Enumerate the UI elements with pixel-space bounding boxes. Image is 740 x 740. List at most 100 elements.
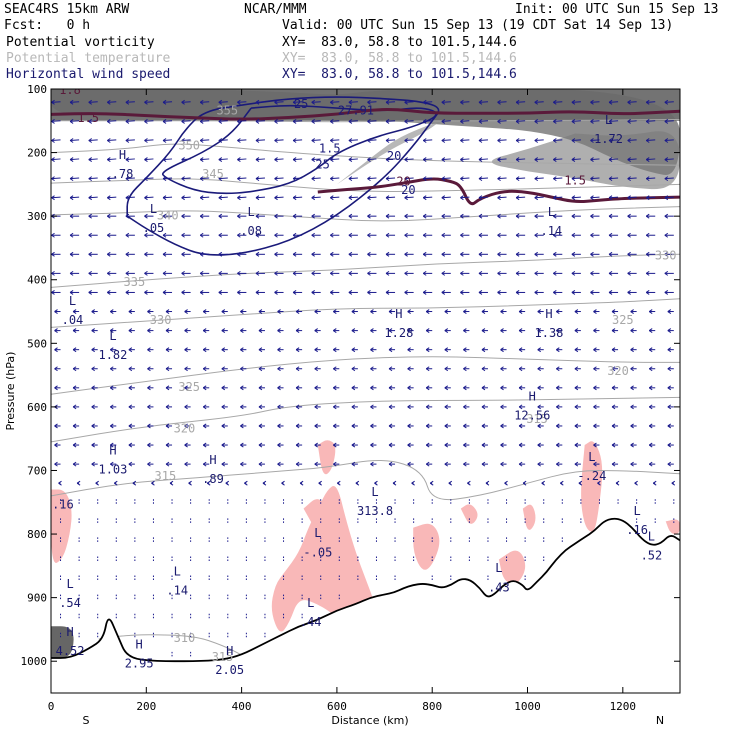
wind-vector-head-662 <box>333 461 337 467</box>
wind-vector-14 <box>311 101 321 103</box>
wind-vector-head-145 <box>199 176 204 182</box>
wind-vector-head-144 <box>181 176 185 182</box>
wind-vector-head-455 <box>277 347 281 353</box>
wind-vector-193 <box>478 196 488 199</box>
wind-vector-head-559 <box>314 404 318 410</box>
north-label: N <box>656 714 664 727</box>
wind-vector-head-639 <box>537 442 541 448</box>
wind-vector-head-627 <box>314 442 318 448</box>
wind-vector-201 <box>627 196 637 199</box>
wind-vector-head-381 <box>165 309 170 314</box>
wind-vector-97 <box>590 139 600 141</box>
wind-vector-head-167 <box>608 176 613 182</box>
wind-vector-head-460 <box>370 347 374 353</box>
wind-vector-head-536 <box>518 385 523 391</box>
wind-vector-head-210 <box>144 213 148 219</box>
wind-vector-head-479 <box>91 366 95 372</box>
wind-vector-head-43 <box>199 119 204 124</box>
wind-vector-31 <box>627 101 637 103</box>
wind-vector-head-21 <box>422 99 427 105</box>
x-tick-label-3: 600 <box>327 700 347 713</box>
wind-vector-head-338 <box>627 270 631 276</box>
wind-vector-head-525 <box>314 385 318 391</box>
wind-vector-head-337 <box>608 270 613 276</box>
wind-vector-166 <box>609 177 619 180</box>
wind-vector-186 <box>348 196 358 199</box>
wind-vector-head-597 <box>388 423 393 429</box>
wind-vector-head-663 <box>351 461 356 467</box>
wind-vector-head-470 <box>556 347 560 353</box>
wind-vector-head-462 <box>407 347 411 353</box>
wind-vector-head-471 <box>574 347 579 353</box>
wind-vector-195 <box>516 196 526 199</box>
wind-vector-110 <box>200 158 210 161</box>
wind-vector-head-253 <box>311 232 315 238</box>
wind-vector-head-310 <box>107 270 111 276</box>
wind-vector-head-451 <box>202 347 207 353</box>
wind-vector-head-700 <box>411 480 415 486</box>
wind-vector-head-677 <box>611 461 616 467</box>
wind-vector-44 <box>237 120 247 122</box>
wind-vector-161 <box>516 177 526 180</box>
wind-vector-head-643 <box>611 442 616 448</box>
wind-vector-head-86 <box>367 138 371 143</box>
wind-vector-head-124 <box>441 157 446 162</box>
wind-vector-head-126 <box>478 157 483 162</box>
wind-vector-head-107 <box>125 157 130 162</box>
wind-vector-head-367 <box>534 290 538 295</box>
wind-vector-66 <box>646 120 656 122</box>
wind-vector-head-184 <box>292 195 297 201</box>
wind-vector-24 <box>497 101 507 103</box>
wind-vector-head-647 <box>54 461 58 467</box>
wind-vector-head-503 <box>537 366 541 372</box>
wind-vector-head-459 <box>351 347 356 353</box>
wind-vector-head-36 <box>69 119 74 124</box>
wind-vector-head-65 <box>608 119 613 124</box>
wind-vector-183 <box>293 196 303 199</box>
wind-vector-head-217 <box>274 213 278 219</box>
wind-vector-head-372 <box>627 290 631 295</box>
wind-vector-head-697 <box>355 480 360 486</box>
y-axis-title: Pressure (hPa) <box>4 352 17 431</box>
wind-vector-head-477 <box>54 366 58 372</box>
wind-vector-head-272 <box>664 232 669 238</box>
wind-vector-head-498 <box>444 366 449 372</box>
wind-vector-head-251 <box>274 232 278 238</box>
wind-vector-head-427 <box>388 328 393 334</box>
wind-vector-177 <box>181 196 191 199</box>
wind-vector-head-347 <box>162 290 167 295</box>
wind-vector-head-327 <box>422 270 427 276</box>
x-axis-title: Distance (km) <box>331 714 408 727</box>
wind-vector-head-582 <box>110 423 114 429</box>
wind-vector-head-678 <box>630 461 634 467</box>
wind-vector-head-137 <box>51 176 55 182</box>
wind-vector-head-396 <box>444 309 449 314</box>
wind-vector-head-170 <box>664 176 669 182</box>
extremum-letter-10: H <box>109 444 116 458</box>
wind-vector-5 <box>144 101 154 103</box>
extremum-letter-23: H <box>136 637 143 651</box>
wind-vector-head-64 <box>590 119 594 124</box>
wind-vector-head-104 <box>69 157 74 162</box>
wind-vector-55 <box>441 120 451 122</box>
wind-vector-head-291 <box>385 251 390 257</box>
wind-vector-37 <box>107 120 117 122</box>
wind-vector-head-90 <box>441 138 446 143</box>
wind-vector-head-41 <box>162 119 167 124</box>
extremum-value-10: 1.03 <box>98 463 127 477</box>
wind-vector-150 <box>311 177 321 180</box>
wind-vector-head-671 <box>500 461 504 467</box>
wind-vector-51 <box>367 120 377 122</box>
wind-vector-head-241 <box>88 232 92 238</box>
wind-vector-head-246 <box>181 232 185 238</box>
wind-vector-head-216 <box>255 213 260 219</box>
wind-vector-103 <box>70 158 80 161</box>
theta-label-7: 325 <box>612 313 634 327</box>
wind-vector-165 <box>590 177 600 180</box>
wind-vector-head-474 <box>630 347 634 353</box>
wind-vector-head-313 <box>162 270 167 276</box>
wind-vector-head-577 <box>648 404 653 410</box>
terrain <box>51 517 680 693</box>
extremum-value-11: .89 <box>202 472 224 486</box>
wind-vector-62 <box>571 120 581 122</box>
